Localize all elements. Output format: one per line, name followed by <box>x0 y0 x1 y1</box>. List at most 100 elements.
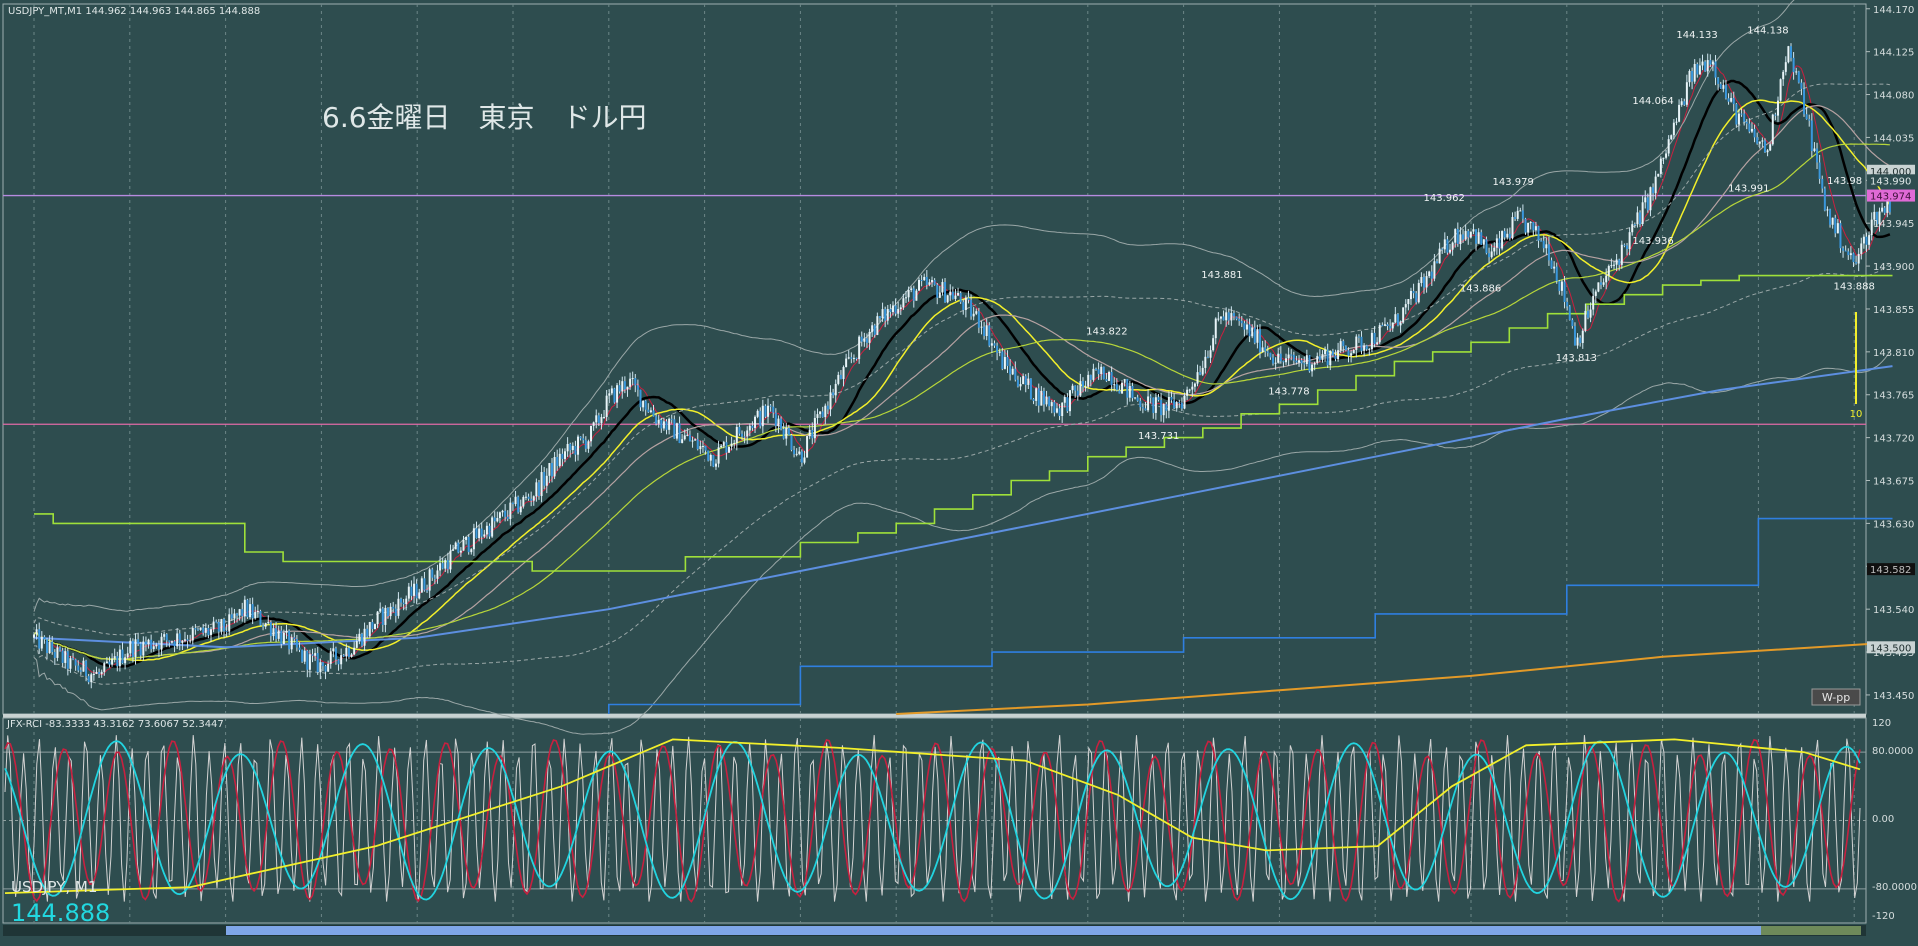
candle-body <box>725 442 728 453</box>
candle-body <box>1732 98 1735 105</box>
time-scroll-end[interactable] <box>1761 926 1861 935</box>
candle-body <box>1311 364 1314 372</box>
candle-body <box>418 592 421 599</box>
candle-body <box>1599 282 1602 285</box>
rci-axis-bottom: -120 <box>1872 911 1895 922</box>
candle-body <box>1292 354 1295 361</box>
candle-body <box>951 291 954 299</box>
candle-body <box>327 663 330 672</box>
candle-body <box>1126 379 1129 398</box>
candle-body <box>90 674 93 683</box>
candle-body <box>1055 408 1058 413</box>
candle-body <box>782 429 785 439</box>
candle-body <box>977 311 980 328</box>
candle-body <box>389 606 392 617</box>
candle-body <box>800 451 803 463</box>
candle-body <box>540 472 543 497</box>
candle-body <box>1737 113 1740 125</box>
candle-body <box>1696 64 1699 75</box>
candle-body <box>1514 217 1517 219</box>
candle-body <box>1264 347 1267 352</box>
candle-body <box>1842 248 1845 251</box>
candle-body <box>373 624 376 630</box>
candle-body <box>1628 232 1631 250</box>
price-annotation: 143.962 <box>1423 193 1464 204</box>
candle-body <box>1180 402 1183 409</box>
candle-body <box>605 395 608 418</box>
candle-body <box>379 608 382 612</box>
candle-body <box>889 309 892 312</box>
candle-body <box>1191 386 1194 390</box>
main-pane-frame <box>2 3 1867 715</box>
candle-body <box>496 518 499 522</box>
candle-body <box>816 414 819 418</box>
candle-body <box>1792 57 1795 73</box>
candle-body <box>972 313 975 317</box>
candle-body <box>82 660 85 672</box>
candle-body <box>1186 389 1189 396</box>
time-scroll-thumb[interactable] <box>226 926 1761 935</box>
candle-body <box>777 418 780 427</box>
candle-body <box>720 445 723 448</box>
candle-body <box>1847 251 1850 256</box>
candle-body <box>1308 355 1311 372</box>
price-annotation: 144.064 <box>1632 96 1673 107</box>
candle-body <box>501 510 504 513</box>
candle-body <box>1678 104 1681 122</box>
candle-body <box>472 528 475 550</box>
candle-body <box>931 280 934 283</box>
candle-body <box>884 309 887 321</box>
candle-body <box>1493 247 1496 252</box>
candle-body <box>923 276 926 281</box>
wpp-box[interactable] <box>1811 688 1861 706</box>
price-annotation: 143.98 <box>1827 176 1862 187</box>
candle-body <box>1613 264 1616 266</box>
candle-body <box>1657 173 1660 177</box>
candle-body <box>1719 83 1722 89</box>
candle-body <box>1870 219 1873 236</box>
candle-body <box>1803 88 1806 115</box>
candle-body <box>85 660 88 677</box>
candle-body <box>1469 231 1472 238</box>
candle-body <box>56 647 59 658</box>
ma-orange-slow <box>896 641 1893 715</box>
candle-body <box>98 671 101 675</box>
candle-body <box>524 496 527 498</box>
candle-body <box>1818 162 1821 179</box>
candle-body <box>675 423 678 439</box>
candle-body <box>803 457 806 463</box>
candle-body <box>975 311 978 314</box>
band-inner-lower <box>34 262 1891 685</box>
candle-body <box>35 629 38 635</box>
candle-body <box>1383 324 1386 326</box>
candle-body <box>215 621 218 623</box>
candle-body <box>722 442 725 446</box>
candles-group <box>33 43 1891 689</box>
candle-body <box>251 604 254 619</box>
candle-body <box>267 622 270 624</box>
rci-axis-zero: 0.00 <box>1872 814 1894 825</box>
candle-body <box>863 338 866 342</box>
candle-body <box>855 357 858 360</box>
candle-body <box>925 276 928 285</box>
candle-body <box>1506 233 1509 238</box>
candle-body <box>1324 349 1327 355</box>
candle-body <box>665 421 668 430</box>
candle-body <box>397 598 400 616</box>
candle-body <box>272 628 275 637</box>
candle-body <box>506 516 509 519</box>
candle-body <box>217 622 220 632</box>
candle-body <box>1701 61 1704 66</box>
candle-body <box>769 405 772 407</box>
candle-body <box>1446 239 1449 253</box>
candle-body <box>105 661 108 664</box>
candle-body <box>121 649 124 664</box>
candle-body <box>1654 176 1657 194</box>
candle-body <box>233 613 236 619</box>
band-outer-lower <box>33 351 1891 735</box>
pane-separator[interactable] <box>3 714 1866 718</box>
price-tag-text: 143.500 <box>1870 643 1911 654</box>
candle-body <box>1048 396 1051 407</box>
